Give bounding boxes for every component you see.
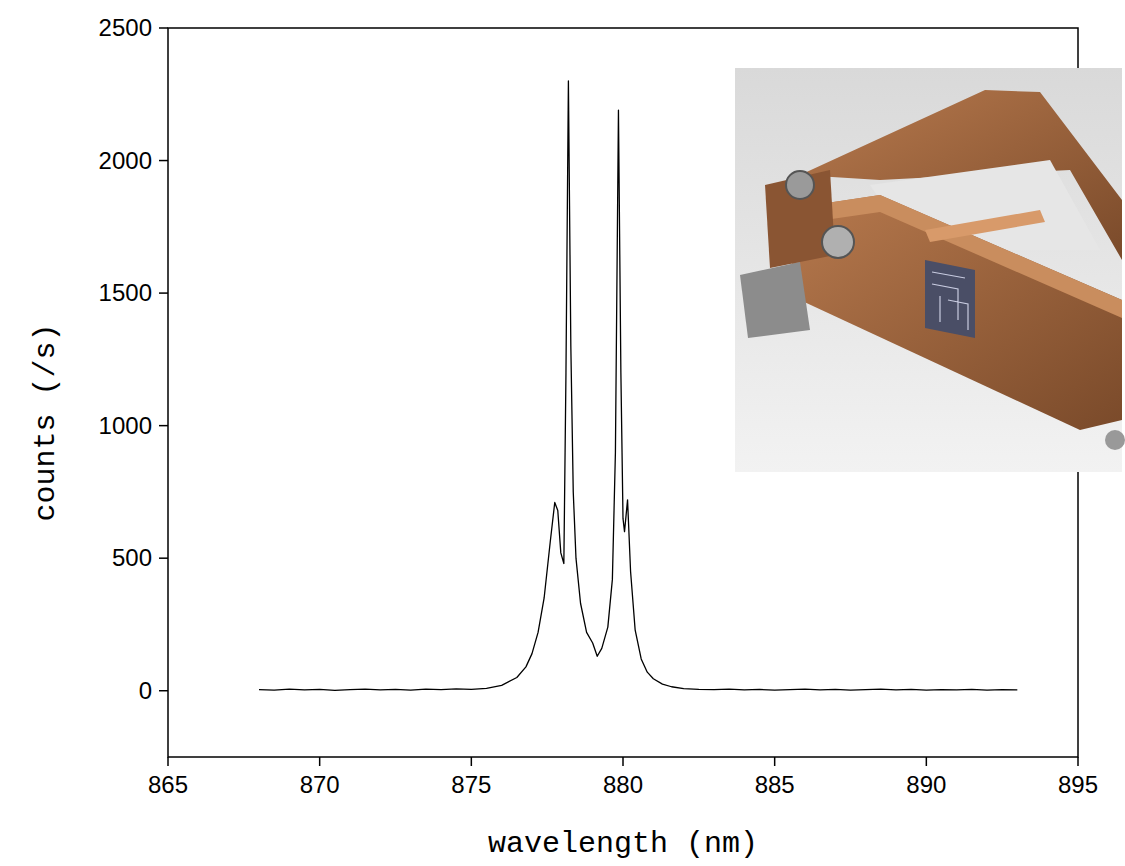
x-tick (622, 757, 624, 766)
x-tick (1077, 757, 1079, 766)
chart-root: 865 870 875 880 885 890 895 0 500 1000 1500 2000 250… (0, 0, 1125, 866)
inset-photo (735, 68, 1125, 472)
y-tick (159, 557, 168, 559)
x-tick (319, 757, 321, 766)
x-tick-label: 895 (1058, 771, 1098, 798)
x-tick (167, 757, 169, 766)
x-tick (774, 757, 776, 766)
x-tick (926, 757, 928, 766)
x-axis-title: wavelength (nm) (488, 827, 758, 861)
chart: 865 870 875 880 885 890 895 0 500 1000 1500 2000 250… (0, 0, 1125, 866)
y-tick-label: 1500 (99, 279, 152, 306)
y-axis-title: counts (/s) (29, 323, 63, 521)
x-tick-label: 870 (300, 771, 340, 798)
y-tick-label: 500 (112, 544, 152, 571)
y-tick (159, 292, 168, 294)
y-tick-label: 2000 (99, 147, 152, 174)
y-tick (159, 425, 168, 427)
y-tick-label: 0 (139, 677, 152, 704)
x-tick (471, 757, 473, 766)
x-tick-label: 880 (603, 771, 643, 798)
y-tick-label: 1000 (99, 412, 152, 439)
y-tick-label: 2500 (99, 14, 152, 41)
x-tick-label: 885 (755, 771, 795, 798)
y-tick (159, 690, 168, 692)
x-tick-label: 890 (906, 771, 946, 798)
x-tick-label: 865 (148, 771, 188, 798)
y-tick (159, 27, 168, 29)
y-tick (159, 160, 168, 162)
x-tick-label: 875 (451, 771, 491, 798)
